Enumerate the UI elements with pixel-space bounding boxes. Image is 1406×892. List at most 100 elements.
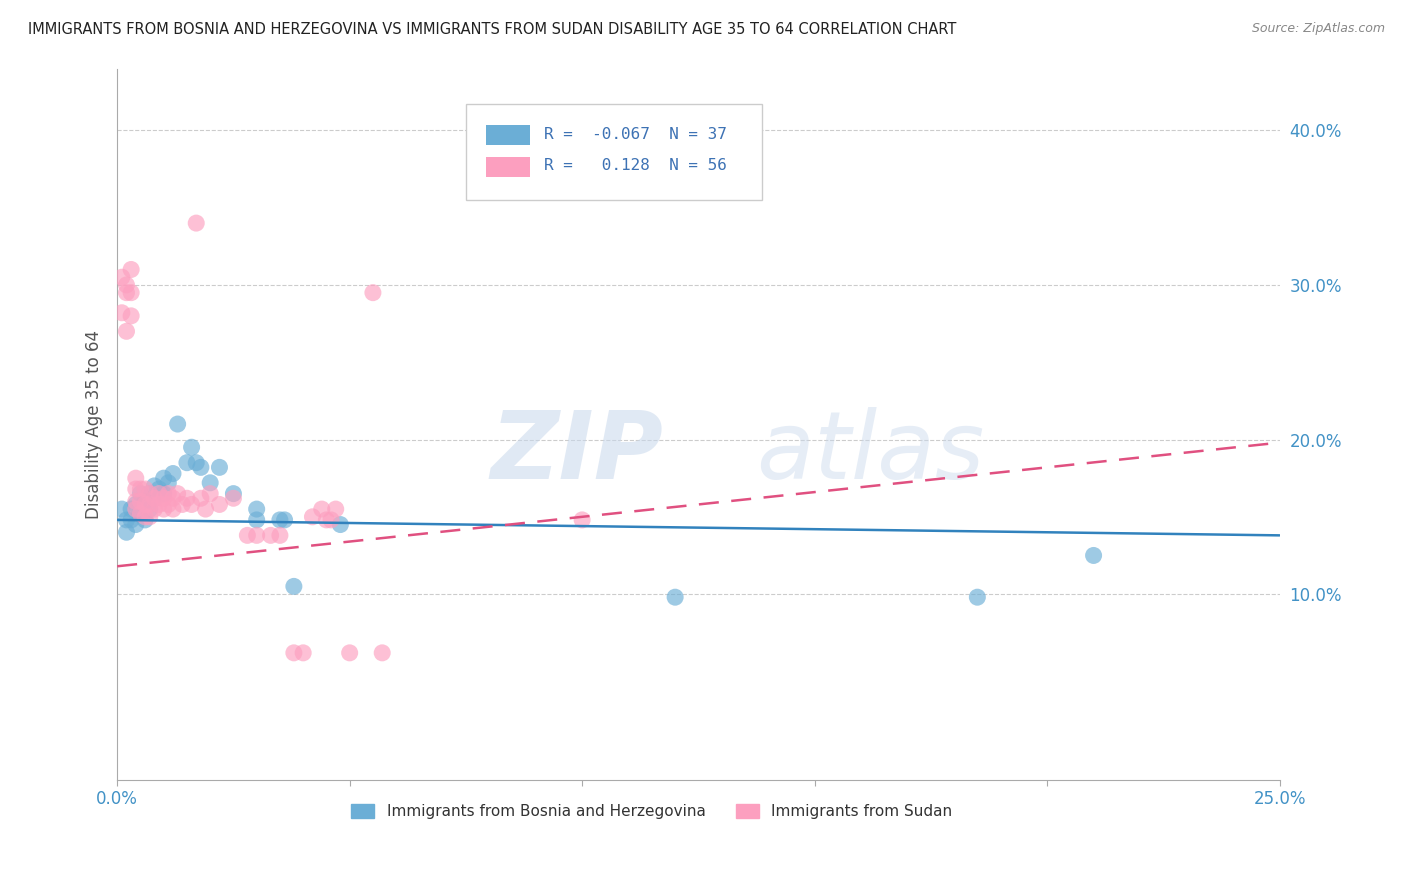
Point [208, 498, 231, 512]
Point [129, 482, 152, 496]
Point [162, 502, 184, 516]
Point [176, 491, 198, 506]
Point [129, 507, 152, 521]
Point [143, 479, 166, 493]
Point [180, 440, 202, 454]
Point [148, 482, 170, 496]
Point [143, 502, 166, 516]
Point [246, 502, 269, 516]
Point [236, 528, 259, 542]
Point [134, 509, 156, 524]
Point [269, 528, 291, 542]
Point [152, 486, 174, 500]
Point [115, 285, 138, 300]
Point [571, 513, 593, 527]
Point [134, 513, 156, 527]
Point [315, 513, 337, 527]
Point [180, 498, 202, 512]
Point [157, 475, 180, 490]
Text: atlas: atlas [756, 407, 984, 498]
Point [329, 517, 352, 532]
Point [319, 513, 342, 527]
Point [157, 486, 180, 500]
Point [115, 513, 138, 527]
Point [172, 498, 194, 512]
Point [115, 525, 138, 540]
Text: R =  -0.067  N = 37: R = -0.067 N = 37 [544, 128, 727, 142]
Point [664, 591, 686, 605]
Point [190, 491, 212, 506]
Text: IMMIGRANTS FROM BOSNIA AND HERZEGOVINA VS IMMIGRANTS FROM SUDAN DISABILITY AGE 3: IMMIGRANTS FROM BOSNIA AND HERZEGOVINA V… [28, 22, 956, 37]
Point [152, 471, 174, 485]
Point [143, 491, 166, 506]
Point [194, 502, 217, 516]
Text: ZIP: ZIP [491, 407, 664, 499]
Point [120, 309, 142, 323]
Point [120, 285, 142, 300]
Point [162, 467, 184, 481]
Point [115, 324, 138, 338]
Point [148, 498, 170, 512]
Text: Source: ZipAtlas.com: Source: ZipAtlas.com [1251, 22, 1385, 36]
Point [246, 513, 269, 527]
Point [111, 502, 134, 516]
Point [134, 482, 156, 496]
Point [125, 494, 148, 508]
Point [138, 509, 160, 524]
Point [138, 498, 160, 512]
Y-axis label: Disability Age 35 to 64: Disability Age 35 to 64 [86, 329, 103, 518]
Point [120, 513, 142, 527]
Point [311, 502, 333, 516]
Point [301, 509, 323, 524]
Point [371, 646, 394, 660]
Point [190, 460, 212, 475]
Point [166, 486, 188, 500]
Point [222, 486, 245, 500]
Point [120, 502, 142, 516]
Point [143, 491, 166, 506]
Point [138, 502, 160, 516]
Point [120, 262, 142, 277]
Point [1083, 549, 1105, 563]
Bar [485, 157, 530, 178]
Point [125, 471, 148, 485]
Point [176, 456, 198, 470]
Point [129, 494, 152, 508]
Point [152, 502, 174, 516]
Point [198, 475, 221, 490]
Point [198, 486, 221, 500]
Point [125, 517, 148, 532]
Point [138, 486, 160, 500]
Point [134, 498, 156, 512]
FancyBboxPatch shape [465, 104, 762, 200]
Point [273, 513, 295, 527]
Bar [485, 125, 530, 145]
Point [269, 513, 291, 527]
Text: R =   0.128  N = 56: R = 0.128 N = 56 [544, 159, 727, 173]
Legend: Immigrants from Bosnia and Herzegovina, Immigrants from Sudan: Immigrants from Bosnia and Herzegovina, … [346, 798, 959, 825]
Point [134, 494, 156, 508]
Point [166, 417, 188, 431]
Point [129, 486, 152, 500]
Point [125, 482, 148, 496]
Point [246, 528, 269, 542]
Point [138, 486, 160, 500]
Point [222, 491, 245, 506]
Point [325, 502, 347, 516]
Point [152, 491, 174, 506]
Point [111, 306, 134, 320]
Point [111, 270, 134, 285]
Point [283, 646, 305, 660]
Point [162, 491, 184, 506]
Point [361, 285, 384, 300]
Point [129, 507, 152, 521]
Point [148, 486, 170, 500]
Point [186, 456, 208, 470]
Point [157, 498, 180, 512]
Point [339, 646, 361, 660]
Point [208, 460, 231, 475]
Point [125, 502, 148, 516]
Point [283, 579, 305, 593]
Point [966, 591, 988, 605]
Point [186, 216, 208, 230]
